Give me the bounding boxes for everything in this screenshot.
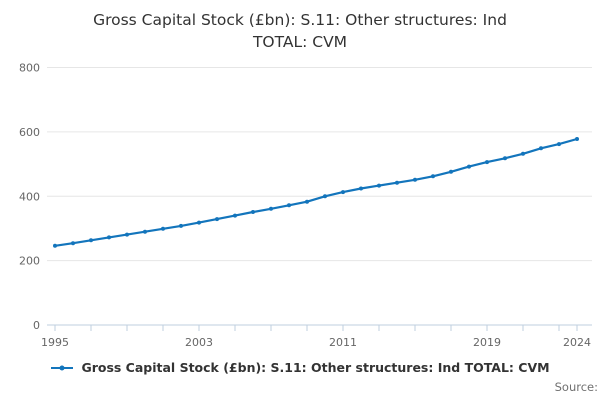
svg-text:0: 0	[33, 319, 40, 332]
x-axis-labels: 1995 2003 2011 2019 2024	[41, 336, 591, 349]
chart-title: Gross Capital Stock (£bn): S.11: Other s…	[0, 10, 600, 53]
data-point-marker	[413, 177, 417, 182]
x-axis	[47, 324, 592, 331]
data-point-marker	[107, 235, 111, 240]
data-point-marker	[287, 203, 291, 208]
data-point-marker	[215, 217, 219, 222]
svg-text:400: 400	[19, 190, 40, 203]
data-point-marker	[161, 226, 165, 231]
data-point-marker	[575, 137, 579, 141]
data-point-marker	[467, 164, 471, 169]
svg-text:800: 800	[19, 62, 40, 75]
svg-text:2011: 2011	[329, 336, 357, 349]
legend-line-marker-icon	[51, 365, 74, 370]
svg-text:200: 200	[19, 255, 40, 268]
data-point-marker	[305, 199, 309, 204]
svg-text:2024: 2024	[563, 336, 591, 349]
data-point-marker	[485, 160, 489, 165]
legend: Gross Capital Stock (£bn): S.11: Other s…	[0, 360, 600, 375]
chart-title-line1: Gross Capital Stock (£bn): S.11: Other s…	[93, 11, 507, 29]
data-point-marker	[341, 190, 345, 195]
data-point-marker	[503, 156, 507, 161]
data-point-marker	[251, 210, 255, 214]
data-point-marker	[269, 206, 273, 211]
gridlines	[47, 67, 592, 262]
svg-text:1995: 1995	[41, 336, 69, 349]
data-point-marker	[197, 220, 201, 225]
data-point-marker	[431, 174, 435, 179]
y-axis-labels: 0 200 400 600 800	[19, 62, 40, 333]
data-point-marker	[71, 241, 75, 246]
data-point-marker	[179, 223, 183, 228]
data-point-marker	[557, 142, 561, 147]
data-point-marker	[539, 146, 543, 151]
data-point-marker	[377, 183, 381, 188]
data-point-marker	[395, 180, 399, 185]
svg-text:2003: 2003	[185, 336, 213, 349]
data-point-marker	[359, 186, 363, 191]
data-point-marker	[89, 238, 93, 243]
data-point-marker	[449, 169, 453, 174]
data-point-marker	[143, 229, 147, 234]
data-point-marker	[521, 151, 525, 156]
data-point-marker	[233, 213, 237, 218]
data-point-marker	[53, 243, 57, 248]
chart-title-line2: TOTAL: CVM	[252, 32, 348, 51]
svg-text:2019: 2019	[473, 336, 501, 349]
source-label: Source:	[554, 380, 598, 394]
series-line	[53, 137, 579, 248]
svg-text:600: 600	[19, 126, 40, 139]
legend-label: Gross Capital Stock (£bn): S.11: Other s…	[81, 360, 550, 375]
data-point-marker	[125, 232, 129, 237]
data-point-marker	[323, 194, 327, 199]
